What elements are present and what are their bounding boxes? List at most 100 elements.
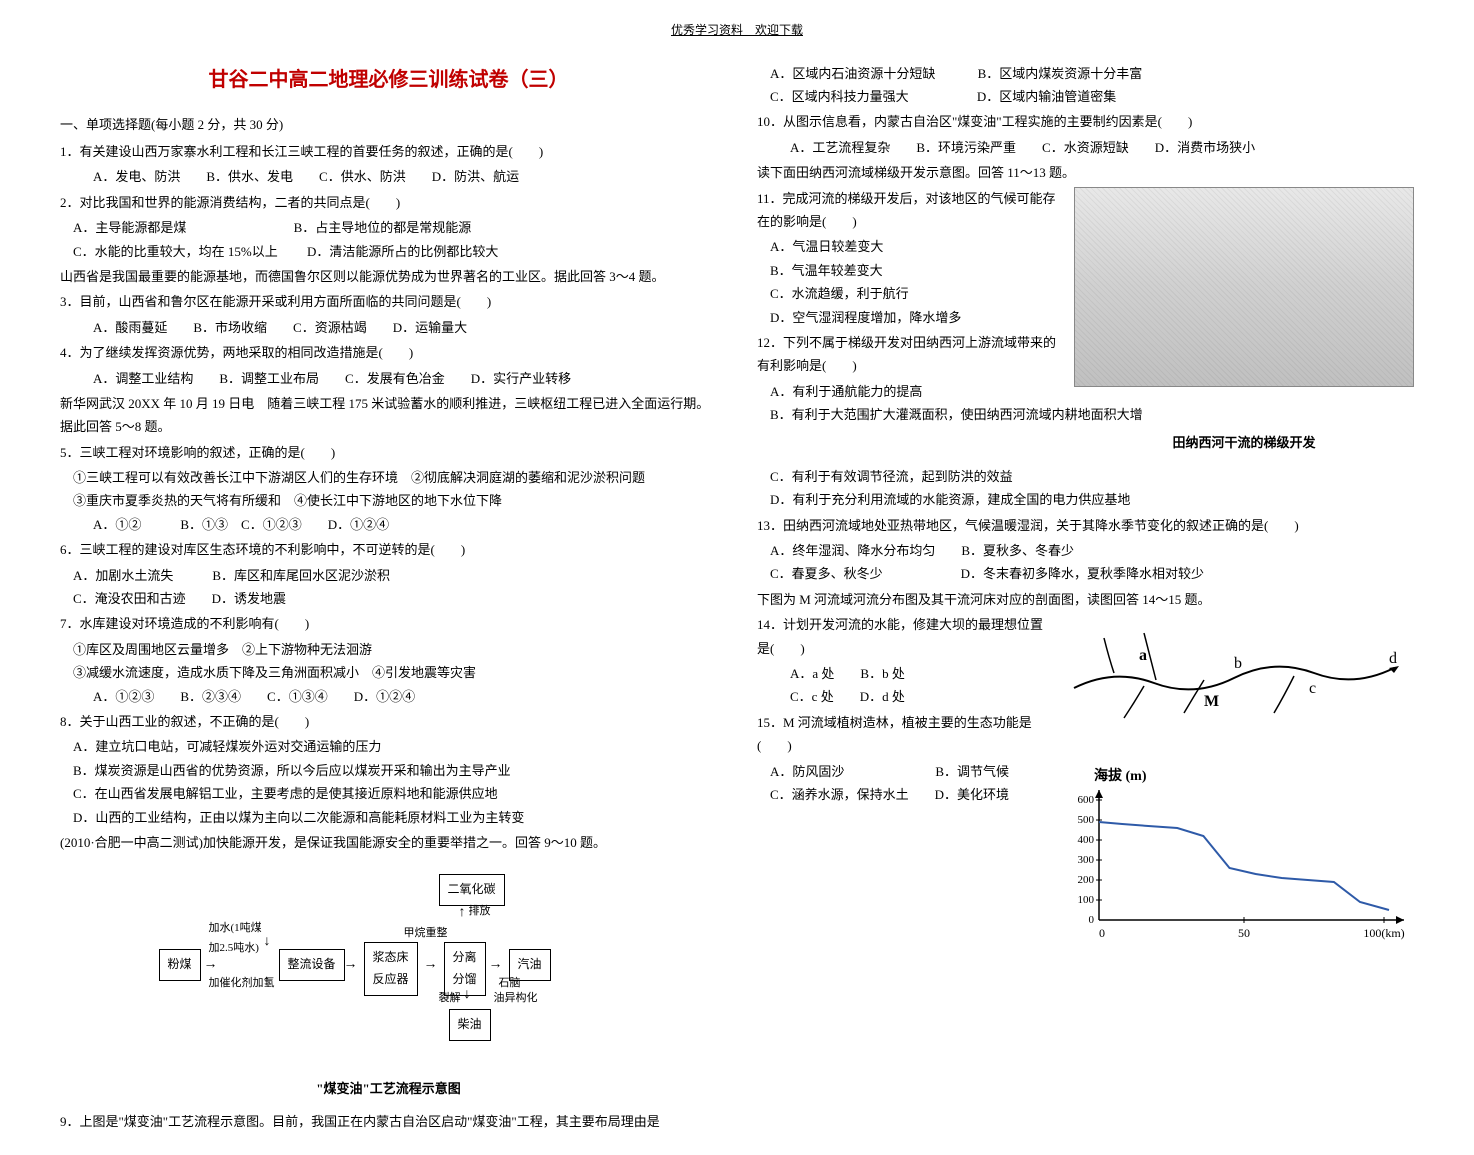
q6-stem: 6．三峡工程的建设对库区生态环境的不利影响中，不可逆转的是( ) [60, 538, 717, 561]
ytick-600: 600 [1078, 794, 1095, 806]
tributary-4 [1184, 680, 1204, 713]
elevation-chart: 海拔 (m) 600 500 400 [1054, 765, 1414, 945]
q7-options: A．①②③ B．②③④ C．①③④ D．①②④ [60, 685, 717, 708]
xaxis-arrow-icon [1396, 916, 1404, 924]
q9-opt-c: C．区域内科技力量强大 [757, 89, 909, 104]
yaxis-arrow-icon [1095, 790, 1103, 798]
q2-stem: 2．对比我国和世界的能源消费结构，二者的共同点是( ) [60, 191, 717, 214]
arrow-down-icon: ↓ [264, 929, 271, 954]
ytick-500: 500 [1078, 814, 1095, 826]
process-caption: "煤变油"工艺流程示意图 [60, 1077, 717, 1100]
q2-opt-row1: A．主导能源都是煤 B．占主导地位的都是常规能源 [60, 216, 717, 239]
xtick-0: 0 [1099, 926, 1105, 940]
right-column: A．区域内石油资源十分短缺 B．区域内煤炭资源十分丰富 C．区域内科技力量强大 … [757, 62, 1414, 1136]
map-label-m: M [1204, 693, 1219, 710]
q7-line2: ③减缓水流速度，造成水质下降及三角洲面积减小 ④引发地震等灾害 [60, 661, 717, 684]
q3-options: A．酸雨蔓延 B．市场收缩 C．资源枯竭 D．运输量大 [60, 316, 717, 339]
ytick-200: 200 [1078, 874, 1095, 886]
q12-opt-d: D．有利于充分利用流域的水能资源，建成全国的电力供应基地 [757, 488, 1414, 511]
box-chaiyou: 柴油 [449, 1009, 491, 1041]
xtick-50: 50 [1238, 926, 1250, 940]
q8-opt-c: C．在山西省发展电解铝工业，主要考虑的是使其接近原料地和能源供应地 [60, 782, 717, 805]
context-14-15: 下图为 M 河流域河流分布图及其干流河床对应的剖面图，读图回答 14～15 题。 [757, 588, 1414, 611]
tributary-1 [1104, 638, 1114, 673]
tributary-3 [1124, 686, 1144, 718]
context-9-10: (2010·合肥一中高二测试)加快能源开发，是保证我国能源安全的重要举措之一。回… [60, 831, 717, 854]
q4-options: A．调整工业结构 B．调整工业布局 C．发展有色冶金 D．实行产业转移 [60, 367, 717, 390]
process-diagram-container: 二氧化碳 排放 ↑ 加水(1吨煤 加2.5吨水) ↓ 甲烷重整 粉煤 → 整流设… [60, 864, 717, 1100]
box-jct: 浆态床 反应器 [364, 942, 418, 995]
box-co2: 二氧化碳 [439, 874, 505, 906]
q7-line1: ①库区及周围地区云量增多 ②上下游物种无法洄游 [60, 638, 717, 661]
q2-opt-a: A．主导能源都是煤 [60, 220, 186, 235]
q13-stem: 13．田纳西河流域地处亚热带地区，气候温暖湿润，关于其降水季节变化的叙述正确的是… [757, 514, 1414, 537]
q7-stem: 7．水库建设对环境造成的不利影响有( ) [60, 612, 717, 635]
q10-options: A．工艺流程复杂 B．环境污染严重 C．水资源短缺 D．消费市场狭小 [757, 136, 1414, 159]
q6-opt-row2: C．淹没农田和古迹 D．诱发地震 [60, 587, 717, 610]
river-arrow-icon [1389, 666, 1399, 673]
box-zhengliu: 整流设备 [279, 949, 345, 981]
ytick-400: 400 [1078, 834, 1095, 846]
q2-opt-row2: C．水能的比重较大，均在 15%以上 D．清洁能源所占的比例都比较大 [60, 240, 717, 263]
ytick-0: 0 [1089, 914, 1095, 926]
tributary-5 [1274, 676, 1294, 713]
q9-opt-row1: A．区域内石油资源十分短缺 B．区域内煤炭资源十分丰富 [757, 62, 1414, 85]
q12-opt-b: B．有利于大范围扩大灌溉面积，使田纳西河流域内耕地面积大增 [757, 403, 1414, 426]
q9-opt-d: D．区域内输油管道密集 [912, 89, 1116, 104]
page-header: 优秀学习资料 欢迎下载 [60, 20, 1414, 42]
context-11-13: 读下面田纳西河流域梯级开发示意图。回答 11～13 题。 [757, 161, 1414, 184]
map-label-a: a [1139, 647, 1147, 664]
q10-stem: 10．从图示信息看，内蒙古自治区"煤变油"工程实施的主要制约因素是( ) [757, 110, 1414, 133]
context-3-4: 山西省是我国最重要的能源基地，而德国鲁尔区则以能源优势成为世界著名的工业区。据此… [60, 265, 717, 288]
exam-title: 甘谷二中高二地理必修三训练试卷（三） [60, 62, 717, 98]
q4-stem: 4．为了继续发挥资源优势，两地采取的相同改造措施是( ) [60, 341, 717, 364]
q9-opt-b: B．区域内煤炭资源十分丰富 [939, 66, 1143, 81]
q9-opt-row2: C．区域内科技力量强大 D．区域内输油管道密集 [757, 85, 1414, 108]
left-column: 甘谷二中高二地理必修三训练试卷（三） 一、单项选择题(每小题 2 分，共 30 … [60, 62, 717, 1136]
context-5-8: 新华网武汉 20XX 年 10 月 19 日电 随着三峡工程 175 米试验蓄水… [60, 392, 717, 439]
q6-opt-row1: A．加剧水土流失 B．库区和库尾回水区泥沙淤积 [60, 564, 717, 587]
arrow-down-2-icon: ↓ [464, 982, 471, 1007]
q1-options: A．发电、防洪 B．供水、发电 C．供水、防洪 D．防洪、航运 [60, 165, 717, 188]
q2-opt-d: D．清洁能源所占的比例都比较大 [281, 244, 498, 259]
q8-stem: 8．关于山西工业的叙述，不正确的是( ) [60, 710, 717, 733]
q5-stem: 5．三峡工程对环境影响的叙述，正确的是( ) [60, 441, 717, 464]
arrow-up-icon: ↑ [459, 900, 466, 925]
river-caption: 田纳西河干流的梯级开发 [1074, 431, 1414, 454]
q5-options: A．①② B．①③ C．①②③ D．①②④ [60, 513, 717, 536]
q12-opt-c: C．有利于有效调节径流，起到防洪的效益 [757, 465, 1414, 488]
q9-opt-a: A．区域内石油资源十分短缺 [757, 66, 935, 81]
label-yigouhua: 油异构化 [494, 989, 538, 1009]
q9-stem: 9．上图是"煤变油"工艺流程示意图。目前，我国正在内蒙古自治区启动"煤变油"工程… [60, 1110, 717, 1133]
two-column-layout: 甘谷二中高二地理必修三训练试卷（三） 一、单项选择题(每小题 2 分，共 30 … [60, 62, 1414, 1136]
q2-opt-c: C．水能的比重较大，均在 15%以上 [60, 244, 278, 259]
q1-stem: 1．有关建设山西万家寨水利工程和长江三峡工程的首要任务的叙述，正确的是( ) [60, 140, 717, 163]
map-label-d: d [1389, 650, 1397, 667]
q8-opt-a: A．建立坑口电站，可减轻煤炭外运对交通运输的压力 [60, 735, 717, 758]
q2-opt-b: B．占主导地位的都是常规能源 [190, 220, 472, 235]
arrow-right-3-icon: → [424, 952, 438, 977]
q13-opt-row1: A．终年湿润、降水分布均匀 B．夏秋多、冬春少 [757, 539, 1414, 562]
elev-svg: 海拔 (m) 600 500 400 [1054, 765, 1414, 945]
elev-title: 海拔 (m) [1094, 767, 1147, 784]
xtick-100: 100(km) [1363, 926, 1404, 940]
section-1-head: 一、单项选择题(每小题 2 分，共 30 分) [60, 113, 717, 136]
map-label-b: b [1234, 655, 1242, 672]
q3-stem: 3．目前，山西省和鲁尔区在能源开采或利用方面所面临的共同问题是( ) [60, 290, 717, 313]
arrow-right-2-icon: → [344, 952, 358, 977]
label-liefen: 裂解 [439, 989, 461, 1009]
q5-line2: ③重庆市夏季炎热的天气将有所缓和 ④使长江中下游地区的地下水位下降 [60, 489, 717, 512]
river-cascade-image [1074, 187, 1414, 387]
ytick-100: 100 [1078, 894, 1095, 906]
q5-line1: ①三峡工程可以有效改善长江中下游湖区人们的生存环境 ②彻底解决洞庭湖的萎缩和泥沙… [60, 466, 717, 489]
arrow-up-2-icon: ↑ [264, 969, 271, 994]
q8-opt-d: D．山西的工业结构，正由以煤为主向以二次能源和高能耗原材料工业为主转变 [60, 806, 717, 829]
elev-profile-line [1099, 822, 1389, 910]
box-fenmei: 粉煤 [159, 949, 201, 981]
q8-opt-b: B．煤炭资源是山西省的优势资源，所以今后应以煤炭开采和输出为主导产业 [60, 759, 717, 782]
q13-opt-row2: C．春夏多、秋冬少 D．冬末春初多降水，夏秋季降水相对较少 [757, 562, 1414, 585]
map-svg: a b c d M [1054, 618, 1414, 728]
label-emit: 排放 [469, 902, 491, 922]
label-jwzz: 甲烷重整 [404, 924, 448, 944]
river-map-diagram: a b c d M [1054, 618, 1414, 728]
